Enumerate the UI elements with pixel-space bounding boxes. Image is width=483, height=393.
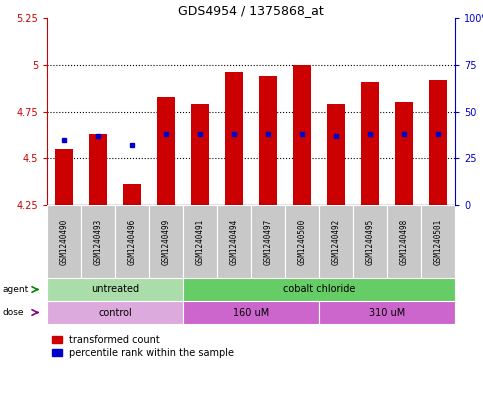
Bar bbox=[156, 97, 175, 205]
Bar bbox=[421, 205, 455, 278]
Bar bbox=[319, 205, 353, 278]
Bar bbox=[395, 102, 413, 205]
Bar bbox=[259, 76, 277, 205]
Bar bbox=[191, 104, 209, 205]
Bar bbox=[217, 205, 251, 278]
Title: GDS4954 / 1375868_at: GDS4954 / 1375868_at bbox=[178, 4, 324, 17]
Bar bbox=[123, 184, 142, 205]
Legend: transformed count, percentile rank within the sample: transformed count, percentile rank withi… bbox=[52, 335, 234, 358]
Bar bbox=[293, 65, 312, 205]
Text: GSM1240500: GSM1240500 bbox=[298, 219, 307, 264]
Bar bbox=[285, 205, 319, 278]
Text: 160 uM: 160 uM bbox=[233, 307, 269, 318]
Text: agent: agent bbox=[2, 285, 28, 294]
Bar bbox=[183, 205, 217, 278]
Bar bbox=[225, 72, 243, 205]
Bar bbox=[251, 205, 285, 278]
Bar bbox=[319, 301, 455, 324]
Text: GSM1240501: GSM1240501 bbox=[434, 219, 442, 264]
Text: cobalt chloride: cobalt chloride bbox=[283, 285, 355, 294]
Bar bbox=[387, 205, 421, 278]
Text: control: control bbox=[98, 307, 132, 318]
Bar bbox=[183, 278, 455, 301]
Text: GSM1240490: GSM1240490 bbox=[59, 219, 69, 264]
Text: dose: dose bbox=[2, 308, 24, 317]
Text: GSM1240496: GSM1240496 bbox=[128, 219, 137, 264]
Text: GSM1240498: GSM1240498 bbox=[399, 219, 409, 264]
Bar bbox=[47, 205, 81, 278]
Bar bbox=[55, 149, 73, 205]
Bar bbox=[89, 134, 107, 205]
Text: untreated: untreated bbox=[91, 285, 139, 294]
Bar bbox=[353, 205, 387, 278]
Text: GSM1240493: GSM1240493 bbox=[94, 219, 102, 264]
Bar bbox=[149, 205, 183, 278]
Text: 310 uM: 310 uM bbox=[369, 307, 405, 318]
Bar bbox=[47, 301, 183, 324]
Text: GSM1240492: GSM1240492 bbox=[331, 219, 341, 264]
Text: GSM1240497: GSM1240497 bbox=[264, 219, 272, 264]
Bar bbox=[361, 82, 379, 205]
Bar bbox=[115, 205, 149, 278]
Bar bbox=[183, 301, 319, 324]
Text: GSM1240491: GSM1240491 bbox=[196, 219, 204, 264]
Bar bbox=[327, 104, 345, 205]
Bar bbox=[81, 205, 115, 278]
Bar bbox=[428, 80, 447, 205]
Bar bbox=[47, 278, 183, 301]
Text: GSM1240499: GSM1240499 bbox=[161, 219, 170, 264]
Text: GSM1240495: GSM1240495 bbox=[366, 219, 374, 264]
Text: GSM1240494: GSM1240494 bbox=[229, 219, 239, 264]
